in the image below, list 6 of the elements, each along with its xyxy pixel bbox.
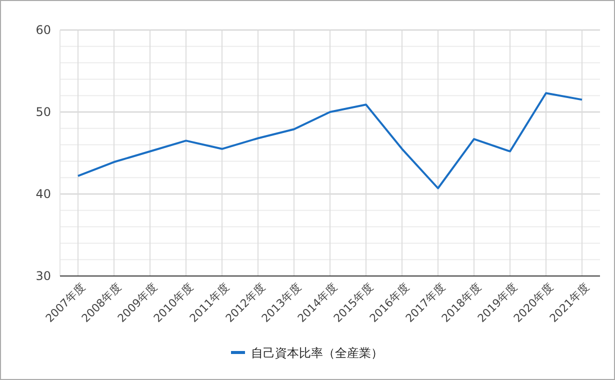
y-tick-label: 40 <box>36 186 51 201</box>
line-series <box>77 92 583 190</box>
legend-label: 自己資本比率（全産業） <box>251 346 383 360</box>
y-tick-label: 60 <box>36 22 51 37</box>
y-tick-label: 30 <box>36 268 51 283</box>
y-tick-label: 50 <box>36 104 51 119</box>
